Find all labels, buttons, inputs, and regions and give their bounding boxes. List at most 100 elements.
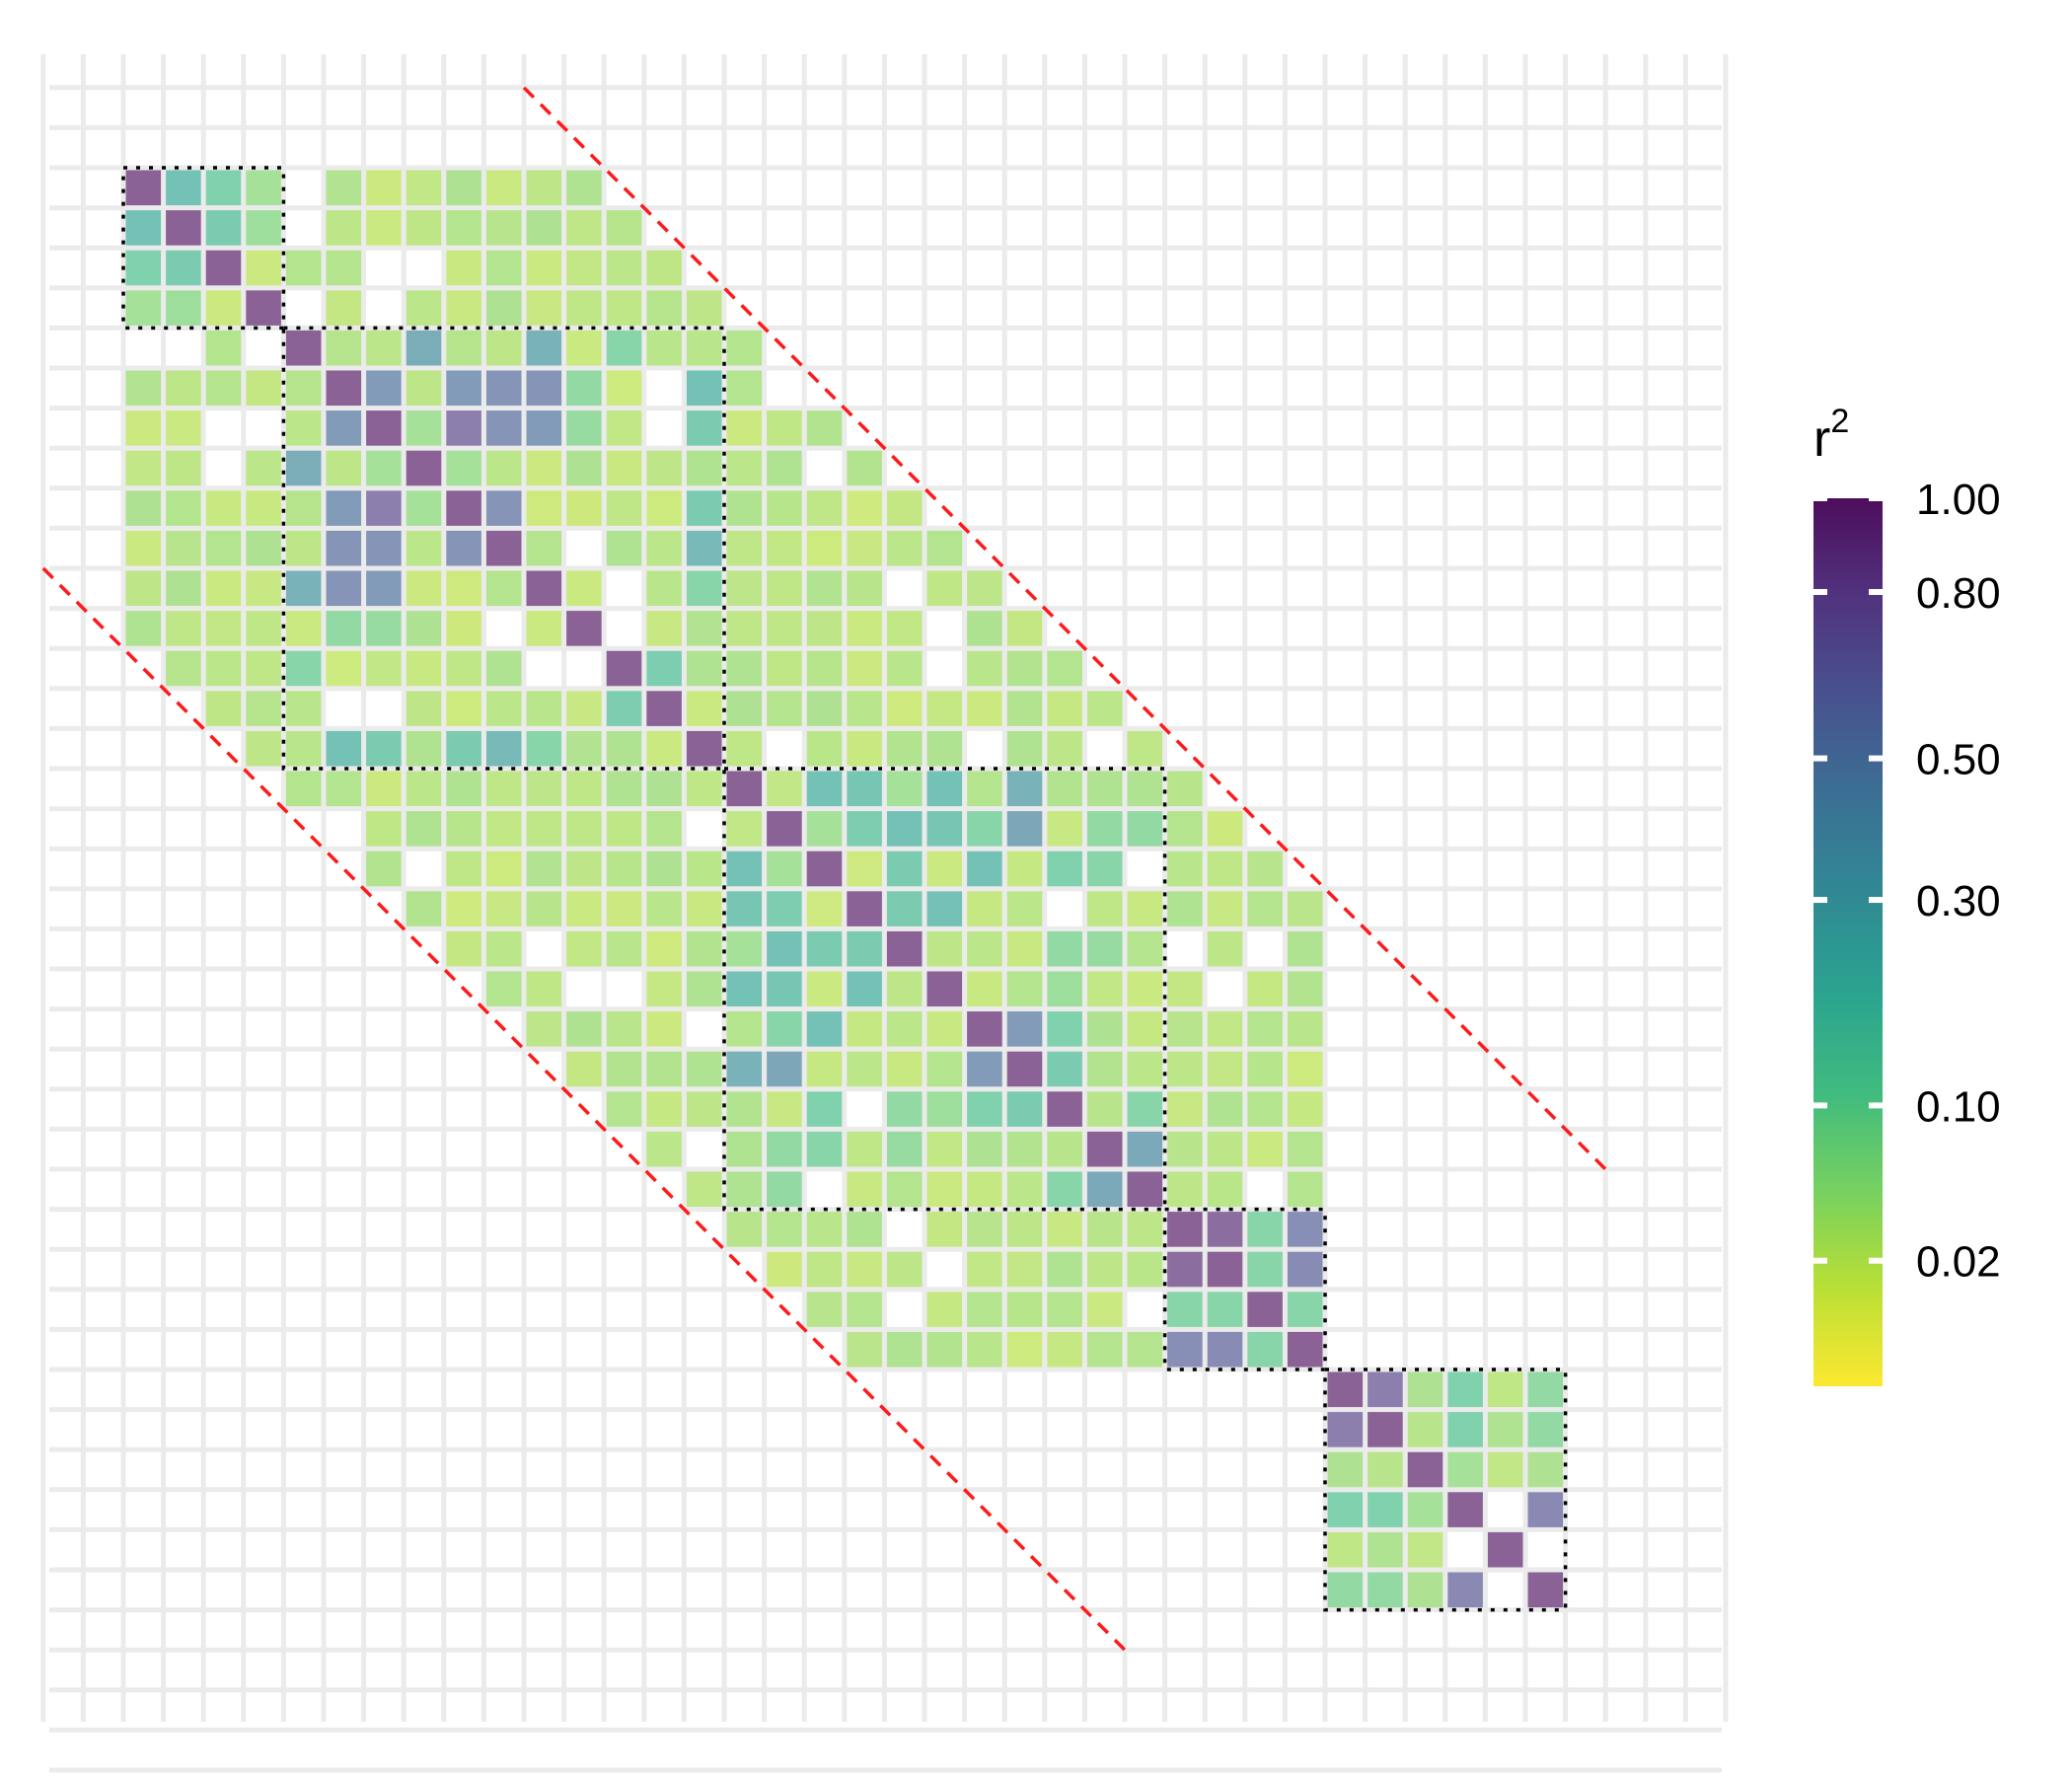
ld-cell	[526, 170, 562, 206]
ld-cell	[847, 891, 882, 926]
ld-cell	[926, 1292, 963, 1327]
ld-cell	[646, 450, 682, 486]
ld-cell	[606, 290, 642, 326]
ld-cell	[526, 691, 562, 726]
ld-cell	[406, 691, 442, 726]
ld-cell	[526, 971, 562, 1007]
ld-cell	[886, 811, 923, 847]
ld-cell	[406, 611, 442, 646]
ld-cell	[1047, 1011, 1082, 1047]
ld-cell	[806, 570, 843, 607]
ld-cell	[1047, 1292, 1082, 1327]
ld-cell	[806, 1091, 843, 1127]
ld-cell	[967, 1331, 1002, 1368]
ld-cell	[767, 1171, 802, 1208]
ld-cell	[926, 1331, 963, 1368]
legend-title: r2	[1813, 403, 1849, 468]
ld-cell	[1006, 1131, 1043, 1167]
ld-cell	[166, 490, 201, 526]
ld-cell	[446, 210, 481, 246]
ld-cell	[566, 570, 602, 607]
ld-cell	[566, 450, 602, 486]
ld-cell	[246, 370, 281, 407]
ld-cell	[606, 330, 642, 366]
ld-cell	[726, 930, 763, 967]
ld-cell	[686, 490, 722, 526]
ld-cell	[246, 730, 281, 767]
ld-cell	[406, 410, 442, 446]
ld-cell	[686, 530, 722, 566]
ld-cell	[1006, 1051, 1043, 1087]
ld-cell	[886, 1091, 923, 1127]
ld-cell	[205, 530, 242, 566]
ld-cell	[806, 930, 843, 967]
ld-cell	[285, 250, 322, 286]
ld-cell	[1047, 1091, 1082, 1127]
ld-cell	[967, 1091, 1002, 1127]
ld-cell	[326, 771, 362, 807]
ld-cell	[326, 570, 362, 607]
ld-cell	[767, 410, 802, 446]
ld-cell	[1327, 1572, 1364, 1608]
ld-cell	[1327, 1492, 1364, 1527]
ld-cell	[1047, 1212, 1082, 1247]
ld-cell	[1047, 851, 1082, 887]
ld-cell	[366, 370, 402, 407]
ld-cell	[886, 971, 923, 1007]
ld-cell	[485, 930, 522, 967]
ld-cell	[566, 290, 602, 326]
ld-cell	[446, 611, 481, 646]
heatmap-cells	[125, 170, 1564, 1608]
ld-cell	[566, 930, 602, 967]
ld-cell	[1287, 930, 1323, 967]
ld-cell	[485, 170, 522, 206]
band-line	[41, 566, 1127, 1652]
ld-cell	[767, 891, 802, 926]
ld-cell	[246, 250, 281, 286]
ld-cell	[847, 1292, 882, 1327]
ld-cell	[1207, 1251, 1243, 1288]
ld-cell	[646, 1011, 682, 1047]
ld-cell	[1006, 1171, 1043, 1208]
grid-lines	[40, 54, 1729, 1773]
ld-cell	[926, 811, 963, 847]
ld-cell	[967, 971, 1002, 1007]
ld-cell	[1487, 1412, 1523, 1447]
ld-cell	[246, 650, 281, 687]
ld-cell	[366, 330, 402, 366]
ld-cell	[726, 811, 763, 847]
ld-cell	[806, 410, 843, 446]
ld-cell	[526, 490, 562, 526]
ld-cell	[1247, 1331, 1283, 1368]
ld-cell	[406, 210, 442, 246]
ld-cell	[1086, 1051, 1123, 1087]
ld-cell	[485, 971, 522, 1007]
ld-cell	[1447, 1492, 1483, 1527]
ld-cell	[205, 490, 242, 526]
ld-cell	[1447, 1451, 1483, 1488]
ld-cell	[125, 170, 162, 206]
ld-cell	[446, 851, 481, 887]
ld-cell	[726, 650, 763, 687]
ld-cell	[205, 570, 242, 607]
ld-cell	[646, 691, 682, 726]
ld-cell	[806, 611, 843, 646]
ld-cell	[125, 210, 162, 246]
ld-cell	[285, 330, 322, 366]
ld-cell	[526, 891, 562, 926]
ld-cell	[686, 650, 722, 687]
ld-cell	[967, 891, 1002, 926]
ld-cell	[726, 730, 763, 767]
ld-cell	[606, 691, 642, 726]
ld-cell	[485, 490, 522, 526]
ld-cell	[1127, 1171, 1163, 1208]
ld-cell	[526, 1011, 562, 1047]
ld-cell	[726, 971, 763, 1007]
ld-cell	[926, 971, 963, 1007]
ld-cell	[1086, 971, 1123, 1007]
ld-cell	[1368, 1451, 1403, 1488]
ld-cell	[285, 650, 322, 687]
ld-cell	[886, 650, 923, 687]
ld-cell	[767, 1212, 802, 1247]
ld-cell	[1167, 1091, 1203, 1127]
